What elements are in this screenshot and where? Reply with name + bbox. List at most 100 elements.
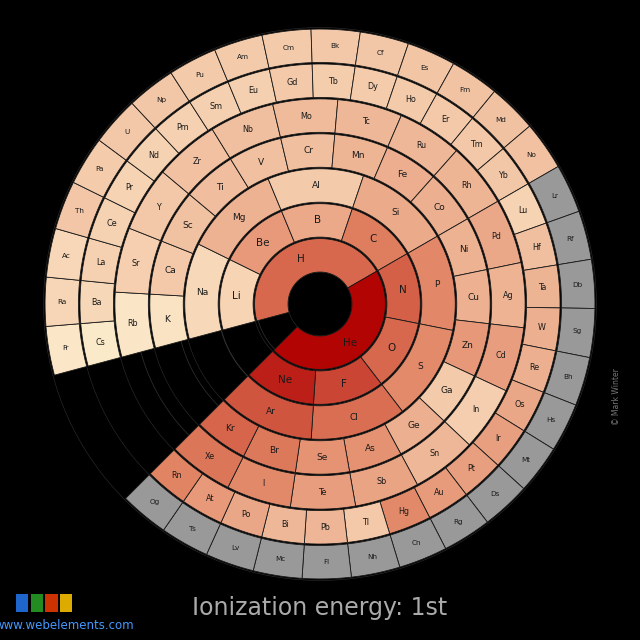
Bar — [60, 595, 72, 612]
Polygon shape — [523, 307, 560, 351]
Polygon shape — [411, 177, 467, 236]
Text: Pb: Pb — [321, 523, 330, 532]
Polygon shape — [268, 169, 364, 210]
Text: Yb: Yb — [498, 171, 508, 180]
Text: Xe: Xe — [205, 452, 215, 461]
Polygon shape — [355, 32, 408, 76]
Polygon shape — [515, 223, 557, 270]
Polygon shape — [350, 455, 417, 506]
Polygon shape — [504, 126, 558, 183]
Text: Li: Li — [232, 291, 241, 301]
Text: Na: Na — [196, 288, 208, 297]
Polygon shape — [189, 159, 248, 216]
Polygon shape — [171, 50, 228, 101]
Text: Lu: Lu — [518, 205, 527, 214]
Text: Dy: Dy — [367, 83, 378, 92]
Text: Zn: Zn — [461, 341, 474, 350]
Text: K: K — [164, 315, 170, 324]
Polygon shape — [388, 116, 456, 176]
Text: Tl: Tl — [362, 518, 369, 527]
Polygon shape — [45, 277, 79, 326]
Polygon shape — [378, 254, 420, 324]
Text: Ce: Ce — [106, 219, 117, 228]
Text: Zr: Zr — [193, 157, 201, 166]
Text: Rf: Rf — [566, 236, 573, 242]
Polygon shape — [557, 308, 595, 358]
Polygon shape — [547, 211, 591, 265]
Polygon shape — [468, 202, 521, 269]
Text: Hf: Hf — [532, 243, 541, 252]
Text: Ac: Ac — [62, 253, 71, 259]
Text: Os: Os — [514, 400, 525, 409]
Polygon shape — [81, 238, 122, 284]
Text: www.webelements.com: www.webelements.com — [0, 619, 134, 632]
Text: Ds: Ds — [490, 491, 500, 497]
Polygon shape — [332, 134, 387, 179]
Polygon shape — [430, 495, 488, 548]
Polygon shape — [253, 538, 304, 579]
Polygon shape — [499, 431, 554, 489]
Text: Nd: Nd — [148, 151, 159, 160]
Text: Sm: Sm — [210, 102, 223, 111]
Polygon shape — [46, 228, 88, 280]
Polygon shape — [438, 219, 486, 276]
Polygon shape — [163, 129, 230, 194]
Text: B: B — [314, 216, 321, 225]
Text: Pu: Pu — [196, 72, 205, 78]
Text: Ts: Ts — [189, 525, 196, 532]
Text: Fe: Fe — [397, 170, 408, 179]
Text: Np: Np — [156, 97, 166, 104]
Polygon shape — [302, 544, 351, 579]
Polygon shape — [81, 321, 120, 366]
Polygon shape — [175, 426, 243, 487]
Polygon shape — [348, 535, 400, 577]
Text: Nh: Nh — [367, 554, 378, 560]
Polygon shape — [434, 151, 498, 218]
Polygon shape — [335, 100, 401, 147]
Text: Fm: Fm — [460, 88, 471, 93]
Text: Ne: Ne — [278, 375, 292, 385]
Text: Rg: Rg — [453, 519, 463, 525]
Polygon shape — [361, 317, 419, 383]
Polygon shape — [163, 502, 220, 554]
Text: Ca: Ca — [164, 266, 176, 275]
Text: Ra: Ra — [57, 299, 67, 305]
Text: Hg: Hg — [398, 506, 409, 515]
Polygon shape — [312, 64, 355, 100]
Text: Mc: Mc — [275, 556, 285, 562]
Polygon shape — [342, 209, 407, 271]
Text: Nb: Nb — [243, 125, 253, 134]
Text: Au: Au — [434, 488, 445, 497]
Text: Sr: Sr — [132, 259, 140, 268]
Text: Eu: Eu — [248, 86, 259, 95]
Polygon shape — [420, 94, 472, 144]
Text: © Mark Winter: © Mark Winter — [612, 369, 621, 425]
Text: Mo: Mo — [300, 111, 312, 120]
Text: Ge: Ge — [407, 421, 420, 430]
Text: Sb: Sb — [377, 477, 387, 486]
Polygon shape — [207, 524, 261, 571]
Polygon shape — [249, 351, 316, 404]
Polygon shape — [115, 292, 154, 357]
Text: C: C — [369, 234, 377, 244]
Polygon shape — [291, 473, 356, 509]
Text: Db: Db — [572, 282, 582, 288]
Polygon shape — [274, 271, 385, 369]
Polygon shape — [230, 211, 294, 275]
Polygon shape — [127, 129, 179, 181]
Polygon shape — [437, 63, 495, 117]
Bar — [16, 595, 28, 612]
Polygon shape — [385, 398, 444, 454]
Polygon shape — [495, 380, 543, 431]
Polygon shape — [80, 280, 115, 324]
Text: Mt: Mt — [522, 456, 531, 463]
Text: Cu: Cu — [467, 293, 479, 302]
Polygon shape — [228, 458, 295, 507]
Polygon shape — [150, 294, 188, 348]
Polygon shape — [150, 241, 193, 296]
Polygon shape — [269, 64, 313, 102]
Text: Ir: Ir — [495, 434, 501, 443]
Text: Es: Es — [420, 65, 429, 71]
Text: Bh: Bh — [563, 374, 572, 380]
Text: Pa: Pa — [95, 166, 104, 172]
